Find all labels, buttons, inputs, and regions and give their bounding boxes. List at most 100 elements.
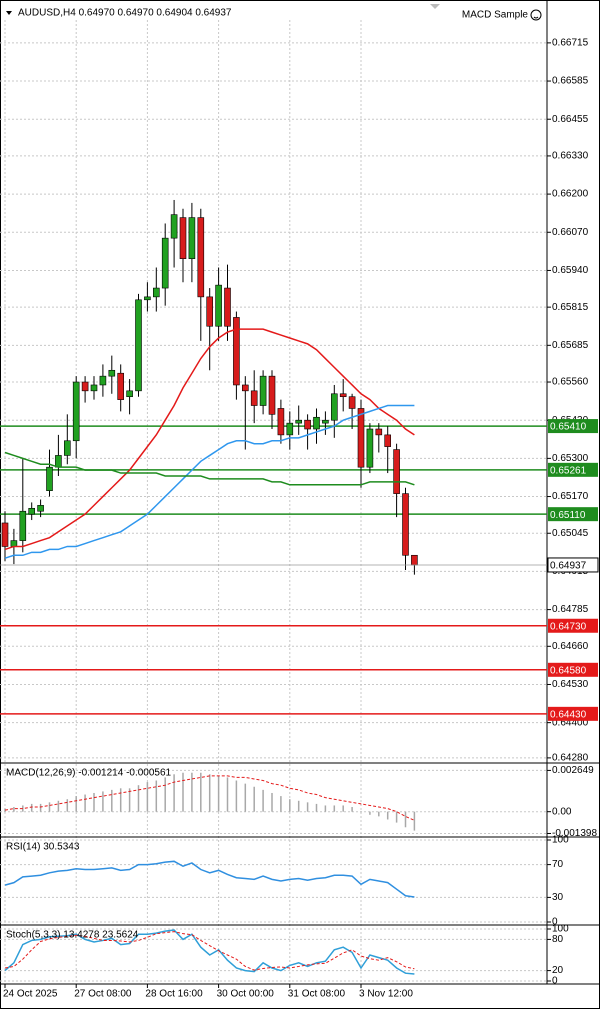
candle-body: [411, 554, 418, 566]
y-tick-label: 0.65685: [552, 340, 589, 351]
candle-body: [206, 296, 213, 327]
macd-bar: [146, 782, 149, 812]
y-tick-label: 30: [552, 892, 564, 903]
macd-bar: [271, 792, 273, 812]
candle-body: [197, 217, 205, 298]
level-label-box: [548, 706, 598, 721]
macd-bar: [404, 811, 407, 828]
macd-bar: [324, 805, 327, 812]
level-label: 0.65410: [550, 422, 587, 433]
y-tick-label: -0.001398: [552, 828, 597, 839]
macd-bar: [93, 792, 95, 812]
level-label: 0.65110: [550, 510, 586, 521]
y-tick-label: 0.64280: [552, 753, 589, 764]
candle-body: [357, 408, 365, 468]
level-label-box: [548, 618, 598, 633]
level-label: 0.65261: [550, 465, 587, 476]
y-tick-label: 0.66715: [552, 38, 589, 49]
candle-body: [37, 505, 44, 512]
candle-body: [90, 384, 98, 392]
x-tick-label: 24 Oct 2025: [3, 989, 58, 1000]
level-label: 0.64430: [550, 709, 587, 720]
macd-bar: [226, 777, 229, 812]
indicator-title: Stoch(5,3,3) 13.4278 23.5624: [6, 930, 139, 941]
level-label-box: [548, 507, 598, 522]
level-label: 0.64730: [550, 621, 587, 632]
macd-bar: [191, 772, 193, 812]
macd-bar: [369, 811, 371, 815]
macd-bar: [235, 780, 238, 812]
y-tick-label: 0.65940: [552, 265, 589, 276]
expert-icon[interactable]: [530, 9, 542, 21]
macd-bar: [351, 807, 353, 812]
y-tick-label: 80: [552, 934, 564, 945]
macd-bar: [386, 811, 389, 820]
y-tick-label: 0.64400: [552, 717, 589, 728]
indicator-title: MACD(12,26,9) -0.001214 -0.000561: [6, 768, 172, 779]
y-tick-label: 0.66200: [552, 189, 589, 200]
y-tick-label: 0.00: [552, 806, 572, 817]
moving-average: [4, 328, 415, 551]
macd-bar: [119, 788, 122, 812]
candle-body: [135, 299, 142, 392]
macd-bar: [244, 783, 247, 812]
indicator-line: [4, 931, 415, 971]
y-tick-label: 0.64660: [552, 641, 589, 652]
indicator-line: [4, 860, 415, 898]
candle-body: [1, 522, 9, 547]
candle-body: [277, 408, 285, 436]
macd-bar: [30, 803, 33, 812]
signal-line: [4, 775, 415, 821]
candle-body: [99, 375, 107, 386]
y-tick-label: 0: [552, 976, 558, 987]
macd-bar: [48, 802, 51, 812]
y-tick-label: 0.002649: [552, 765, 594, 776]
macd-bar: [75, 796, 77, 812]
y-tick-label: 0.65300: [552, 453, 589, 464]
macd-bar: [39, 803, 42, 812]
level-label: 0.64580: [550, 665, 587, 676]
y-tick-label: 0.64530: [552, 679, 589, 690]
y-tick-label: 0.65045: [552, 528, 589, 539]
candle-body: [46, 466, 53, 491]
y-tick-label: 20: [552, 965, 564, 976]
candle-body: [153, 287, 160, 298]
macd-bar: [164, 777, 166, 812]
macd-bar: [262, 789, 264, 812]
macd-bar: [280, 796, 282, 812]
candle-body: [384, 434, 392, 447]
macd-bar: [306, 802, 309, 812]
current-price-box: [547, 557, 599, 573]
level-label-box: [548, 462, 598, 477]
indicator-title: RSI(14) 30.5343: [6, 842, 80, 853]
candle-body: [81, 381, 89, 392]
x-tick-label: 3 Nov 12:00: [359, 989, 413, 1000]
candle-body: [188, 217, 196, 259]
candle-body: [117, 372, 124, 400]
one-click-arrow[interactable]: [430, 4, 440, 9]
macd-bar: [208, 774, 211, 812]
candle-body: [64, 440, 71, 456]
candle-body: [170, 214, 178, 239]
menu-arrow[interactable]: [6, 11, 12, 15]
y-tick-label: 0.65170: [552, 491, 589, 502]
macd-bar: [200, 772, 202, 812]
expert-icon-smile: [533, 16, 539, 19]
candle-body: [286, 422, 294, 436]
macd-bar: [57, 800, 60, 812]
candle-body: [322, 419, 329, 424]
candle-body: [393, 449, 400, 494]
macd-bar: [360, 811, 362, 813]
candle-body: [366, 428, 374, 468]
candle-body: [161, 237, 169, 289]
candle-body: [242, 384, 249, 392]
macd-bar: [173, 774, 175, 812]
y-tick-label: 0.65815: [552, 302, 589, 313]
macd-bar: [182, 772, 184, 812]
macd-bar: [333, 805, 336, 812]
x-tick-label: 31 Oct 08:00: [288, 989, 346, 1000]
x-tick-label: 28 Oct 16:00: [145, 989, 203, 1000]
y-tick-label: 100: [552, 835, 569, 846]
